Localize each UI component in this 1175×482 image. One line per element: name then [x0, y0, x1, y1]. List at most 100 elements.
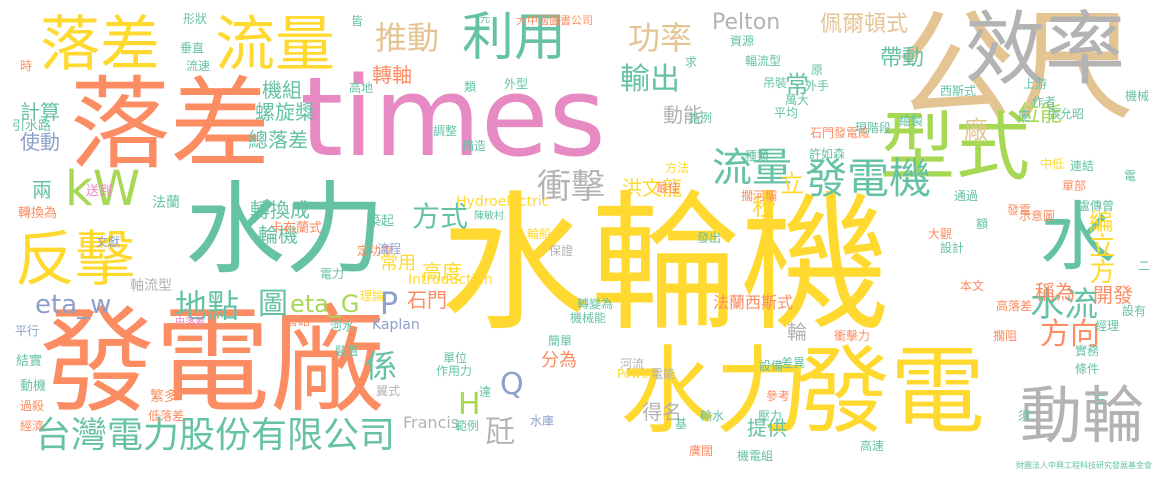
cloud-word: 佩爾頓式: [820, 12, 909, 37]
cloud-word: 原: [811, 63, 824, 77]
cloud-word: 差異: [781, 356, 806, 370]
cloud-word: 連結: [1070, 159, 1095, 173]
cloud-word: 形狀: [183, 12, 208, 26]
cloud-word: 三: [1095, 393, 1108, 407]
cloud-word: 水流: [1030, 285, 1098, 325]
cloud-word: 基: [675, 417, 688, 431]
cloud-word: 衝擊力: [834, 329, 871, 343]
cloud-word: eta_G: [290, 290, 360, 318]
cloud-word: 保證: [549, 244, 574, 258]
cloud-word: 盧傳曾: [1078, 199, 1115, 213]
cloud-word: Q: [500, 367, 524, 402]
cloud-word: 皆: [351, 14, 364, 28]
cloud-word: 機械: [1125, 89, 1150, 103]
cloud-word: 轉換為: [18, 206, 58, 221]
cloud-word: 機械能: [570, 311, 607, 325]
cloud-word: 洪文龍: [622, 176, 682, 200]
cloud-word: 通過: [954, 189, 979, 203]
cloud-word: 功率: [628, 19, 693, 57]
cloud-word: 構造: [462, 139, 487, 153]
cloud-word: 大觀: [928, 227, 953, 241]
cloud-word: Hydroelectric: [456, 194, 550, 210]
cloud-word: 中落差: [175, 317, 205, 328]
cloud-word: 中低: [1040, 157, 1065, 171]
cloud-word: 陳敏村: [474, 211, 504, 222]
cloud-word: 現階段: [855, 121, 892, 135]
cloud-word: 分為: [541, 350, 577, 371]
cloud-word: Pelton: [712, 10, 781, 35]
cloud-word: 設計: [940, 241, 965, 255]
cloud-word: 台灣電力股份有限公司: [35, 415, 396, 456]
cloud-word: 輸水: [700, 409, 725, 423]
cloud-word: 稱為: [1035, 280, 1075, 304]
cloud-word: 發電: [1007, 203, 1032, 217]
cloud-word: 求: [685, 55, 698, 69]
cloud-word: 秒: [752, 193, 776, 221]
cloud-word: 推動: [375, 19, 440, 57]
cloud-word: 元: [480, 14, 490, 25]
cloud-word: 水力: [185, 171, 385, 288]
cloud-word: 類: [464, 80, 477, 94]
cloud-word: 立方: [1085, 232, 1115, 284]
cloud-word: 位能: [1018, 102, 1063, 127]
cloud-word: 水輪機: [440, 178, 891, 352]
cloud-word: 築起: [368, 214, 395, 229]
cloud-word: 上游: [1023, 77, 1048, 91]
cloud-word: 平行: [15, 324, 40, 338]
cloud-word: 石門發電廠: [810, 126, 871, 140]
cloud-word: 電能: [651, 367, 676, 381]
cloud-word: 發電機: [805, 154, 932, 203]
cloud-word: eta_w: [35, 290, 112, 320]
cloud-word: 開發: [1093, 283, 1133, 307]
cloud-word: 財團法人中興工程科技研究發展基金會: [1016, 461, 1152, 470]
cloud-word: 發出: [697, 231, 722, 245]
cloud-word: 提供: [747, 416, 787, 440]
cloud-word: 效率: [965, 3, 1125, 96]
cloud-word: 型式: [880, 103, 1031, 191]
cloud-word: Francis: [403, 413, 460, 432]
cloud-word: 水庫: [530, 414, 555, 428]
cloud-word: 達: [479, 385, 492, 399]
cloud-word: 高度: [422, 260, 462, 284]
cloud-word: 許如森: [809, 147, 846, 161]
cloud-word: 高地: [349, 81, 374, 95]
cloud-word: 轉變為: [577, 297, 614, 311]
cloud-word: 圖: [258, 287, 288, 322]
cloud-word: 張允昭: [1048, 107, 1085, 121]
cloud-word: 流程: [377, 242, 402, 256]
cloud-word: Power: [617, 367, 654, 381]
cloud-word: 落差: [70, 66, 270, 183]
cloud-word: 二: [1138, 259, 1151, 273]
cloud-word: 經濟: [20, 419, 45, 433]
cloud-word: 參考: [766, 389, 791, 403]
cloud-word: 機電組: [737, 449, 774, 463]
cloud-word: 動輪: [1020, 379, 1145, 452]
cloud-word: 電: [1124, 169, 1137, 183]
cloud-word: 外型: [504, 77, 529, 91]
cloud-word: 引水路: [12, 119, 52, 134]
cloud-word: 作用力: [436, 364, 473, 378]
cloud-word: 平均: [774, 106, 799, 120]
cloud-word: 卡布蘭式: [270, 221, 323, 236]
cloud-word: 輪機: [258, 223, 298, 247]
cloud-word: 總落差: [248, 128, 308, 152]
cloud-word: 作者: [1032, 95, 1057, 109]
cloud-word: 經理: [1095, 319, 1120, 333]
cloud-word: 機組: [262, 78, 302, 102]
cloud-word: 常: [785, 71, 809, 99]
cloud-word: 方向: [1040, 317, 1100, 352]
cloud-word: 轉換成: [250, 198, 310, 222]
cloud-word: 須: [1018, 409, 1031, 423]
cloud-word: 落差: [40, 10, 160, 80]
cloud-word: 送到: [86, 184, 113, 199]
cloud-word: 單位: [443, 351, 468, 365]
cloud-word: 石門: [407, 288, 447, 312]
cloud-word: 壓力: [758, 409, 783, 423]
cloud-word: 水: [1040, 193, 1116, 281]
cloud-word: 水力: [620, 337, 811, 447]
cloud-word: 簡單: [548, 334, 573, 348]
cloud-word: 輪: [787, 320, 807, 344]
cloud-word: 常用: [380, 253, 416, 274]
cloud-word: 設備: [759, 359, 784, 373]
